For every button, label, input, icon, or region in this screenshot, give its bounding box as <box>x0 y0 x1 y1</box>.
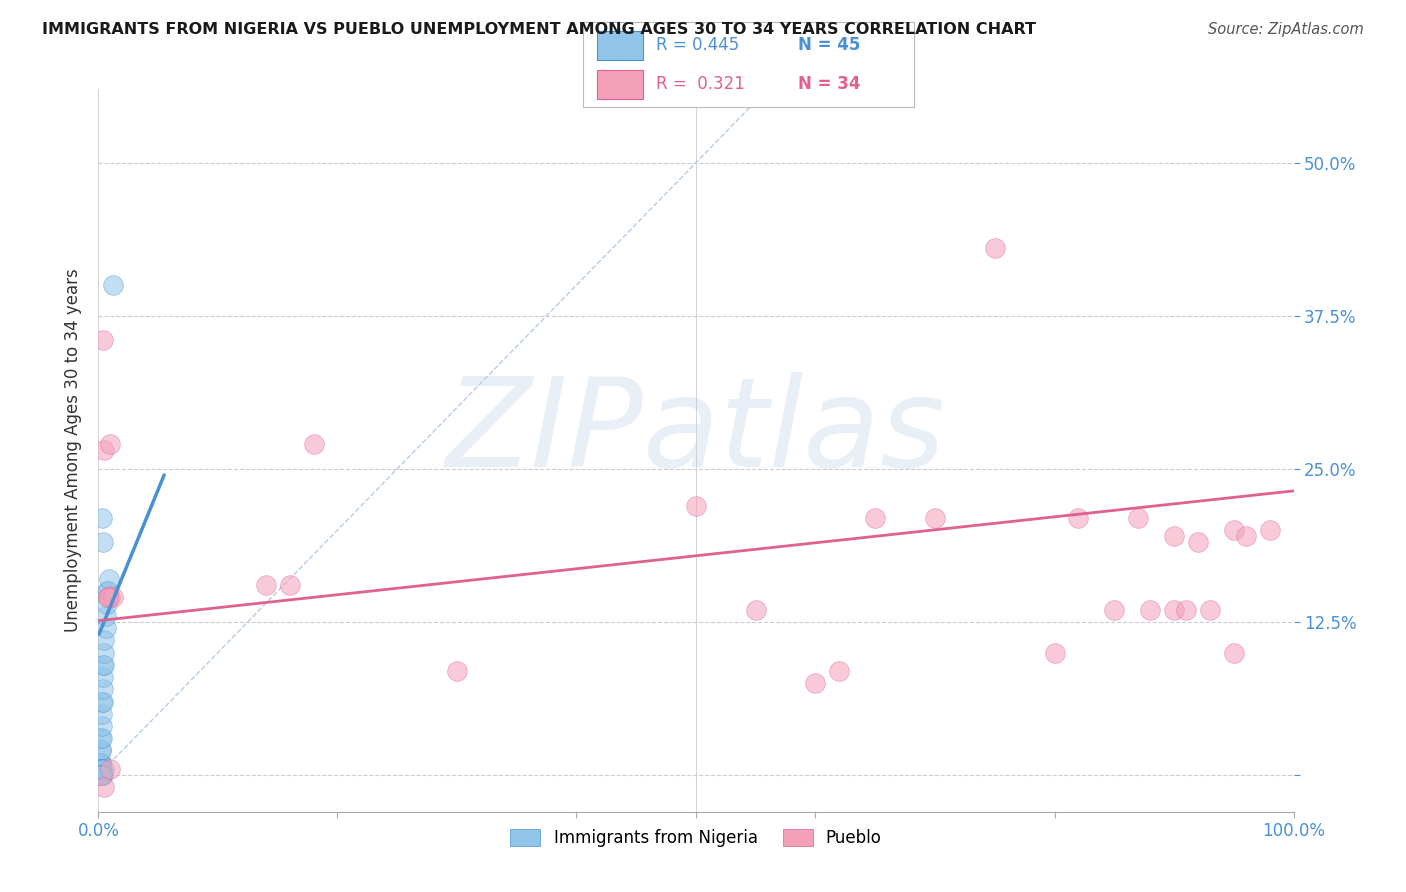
Point <box>1258 523 1281 537</box>
Text: Source: ZipAtlas.com: Source: ZipAtlas.com <box>1208 22 1364 37</box>
Text: N = 34: N = 34 <box>799 75 860 93</box>
Point <box>93 443 115 458</box>
Point <box>98 762 122 776</box>
Point <box>89 768 111 782</box>
Point <box>93 657 115 672</box>
Point <box>804 676 827 690</box>
Point <box>924 511 946 525</box>
Text: IMMIGRANTS FROM NIGERIA VS PUEBLO UNEMPLOYMENT AMONG AGES 30 TO 34 YEARS CORRELA: IMMIGRANTS FROM NIGERIA VS PUEBLO UNEMPL… <box>42 22 1036 37</box>
Point <box>1128 511 1150 525</box>
Point <box>93 633 115 648</box>
Point <box>89 756 111 770</box>
Point <box>91 762 114 776</box>
Point <box>302 437 325 451</box>
Point <box>93 780 115 795</box>
Point <box>91 731 114 746</box>
Point <box>1104 602 1126 616</box>
Text: ZIPatlas: ZIPatlas <box>446 372 946 492</box>
Point <box>96 584 118 599</box>
Point <box>87 768 110 782</box>
Point <box>89 768 111 782</box>
Point <box>97 591 120 605</box>
Point <box>91 694 114 708</box>
Point <box>91 719 114 733</box>
Point <box>98 591 122 605</box>
Point <box>91 670 114 684</box>
Point <box>91 706 114 721</box>
Point <box>93 762 115 776</box>
Text: R =  0.321: R = 0.321 <box>657 75 745 93</box>
Point <box>91 768 114 782</box>
Point <box>984 241 1007 255</box>
Point <box>90 768 112 782</box>
Point <box>1234 529 1257 543</box>
Point <box>685 499 707 513</box>
Point <box>90 756 112 770</box>
Point <box>87 768 110 782</box>
Point <box>446 664 468 678</box>
Point <box>278 578 301 592</box>
Point <box>89 768 111 782</box>
Point <box>98 572 121 586</box>
Point <box>1163 602 1185 616</box>
Point <box>89 768 111 782</box>
Point <box>1067 511 1090 525</box>
Point <box>91 768 114 782</box>
Point <box>101 591 124 605</box>
Point <box>89 756 111 770</box>
Legend: Immigrants from Nigeria, Pueblo: Immigrants from Nigeria, Pueblo <box>503 822 889 854</box>
Point <box>98 437 122 451</box>
Point <box>254 578 277 592</box>
Point <box>96 597 118 611</box>
Text: 0.0%: 0.0% <box>77 822 120 839</box>
Point <box>1187 535 1209 549</box>
Point <box>97 584 120 599</box>
Point <box>1175 602 1198 616</box>
Point <box>91 768 114 782</box>
Point <box>865 511 887 525</box>
Point <box>1043 646 1066 660</box>
Point <box>87 768 110 782</box>
Point <box>90 768 112 782</box>
Point <box>828 664 851 678</box>
Point <box>90 762 112 776</box>
FancyBboxPatch shape <box>596 30 643 60</box>
Point <box>91 682 114 697</box>
Point <box>90 762 112 776</box>
Y-axis label: Unemployment Among Ages 30 to 34 years: Unemployment Among Ages 30 to 34 years <box>65 268 83 632</box>
Point <box>89 762 111 776</box>
Point <box>91 511 114 525</box>
Point <box>90 731 112 746</box>
Point <box>94 608 117 623</box>
Point <box>91 657 114 672</box>
Text: R = 0.445: R = 0.445 <box>657 37 740 54</box>
Point <box>91 694 114 708</box>
Text: N = 45: N = 45 <box>799 37 860 54</box>
Point <box>1223 523 1246 537</box>
Point <box>745 602 768 616</box>
Point <box>94 621 117 635</box>
Point <box>93 646 115 660</box>
Point <box>90 756 112 770</box>
Point <box>90 743 112 757</box>
Point <box>89 768 111 782</box>
FancyBboxPatch shape <box>596 70 643 99</box>
Point <box>97 591 120 605</box>
Point <box>101 278 124 293</box>
Text: 100.0%: 100.0% <box>1263 822 1324 839</box>
Point <box>91 333 114 347</box>
Point <box>1223 646 1246 660</box>
Point <box>90 743 112 757</box>
Point <box>91 535 114 549</box>
Point <box>1139 602 1161 616</box>
Point <box>1163 529 1185 543</box>
Point <box>1199 602 1222 616</box>
